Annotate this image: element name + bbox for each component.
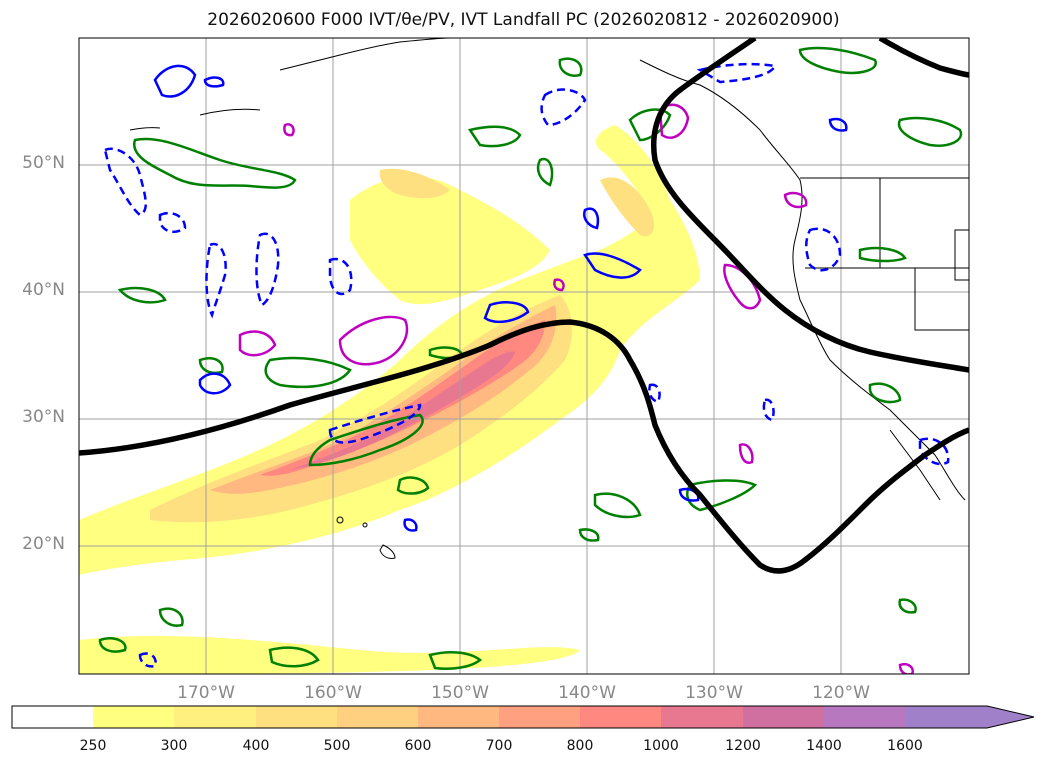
colorbar-tick: 400 xyxy=(242,738,270,754)
coastlines xyxy=(129,38,969,501)
colorbar-tick: 1400 xyxy=(806,738,842,754)
lon-label-170w: 170°W xyxy=(177,683,235,703)
lon-label-130w: 130°W xyxy=(685,683,743,703)
lat-label-20n: 20°N xyxy=(22,534,65,554)
colorbar-tick: 500 xyxy=(323,738,351,754)
lon-label-150w: 150°W xyxy=(431,683,489,703)
lat-label-40n: 40°N xyxy=(22,280,65,300)
map-frame xyxy=(78,37,970,675)
hawaii-islands xyxy=(336,516,396,559)
colorbar-tick: 1200 xyxy=(725,738,761,754)
lon-label-120w: 120°W xyxy=(812,683,870,703)
lat-label-50n: 50°N xyxy=(22,153,65,173)
colorbar-tick: 300 xyxy=(160,738,188,754)
pv-contours-dashed xyxy=(103,62,950,668)
landfall-pc-contour xyxy=(79,38,969,574)
pv-contours-solid xyxy=(153,64,848,532)
colorbar-tick: 800 xyxy=(566,738,594,754)
grid-lines xyxy=(79,38,969,674)
lon-label-140w: 140°W xyxy=(558,683,616,703)
colorbar-tick: 1600 xyxy=(887,738,923,754)
theta-e-contours xyxy=(98,46,963,670)
lon-label-160w: 160°W xyxy=(304,683,362,703)
colorbar-tick: 600 xyxy=(404,738,432,754)
colorbar-tick: 250 xyxy=(79,738,107,754)
colorbar xyxy=(11,705,1035,729)
colorbar-tick: 1000 xyxy=(643,738,679,754)
plot-title: 2026020600 F000 IVT/θe/PV, IVT Landfall … xyxy=(207,10,840,30)
colorbar-tick: 700 xyxy=(485,738,513,754)
lat-label-30n: 30°N xyxy=(22,407,65,427)
